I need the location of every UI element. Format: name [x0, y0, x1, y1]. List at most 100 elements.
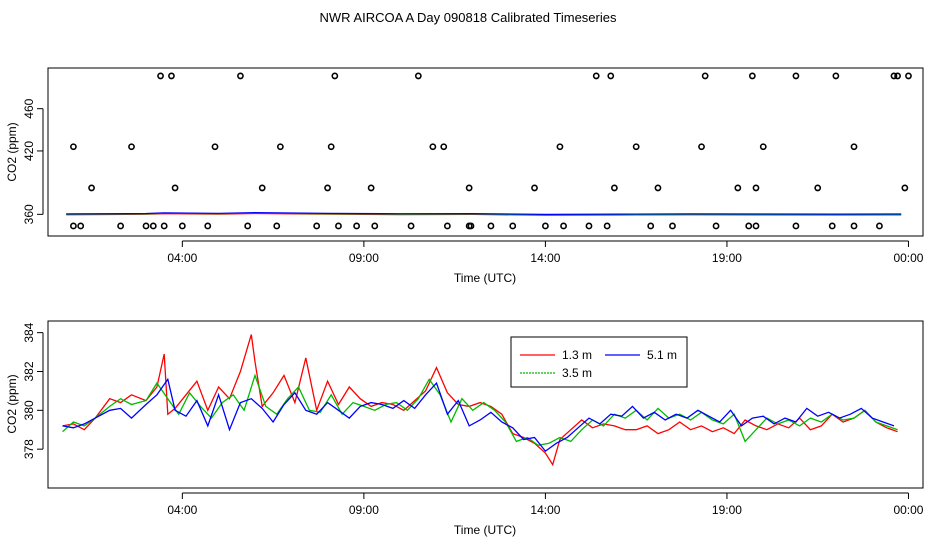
top-x-tick-label: 14:00: [530, 251, 560, 265]
calibration-point: [850, 222, 858, 230]
calibration-point: [654, 184, 662, 192]
bottom-x-tick-label: 00:00: [893, 503, 923, 517]
calibration-point: [88, 184, 95, 192]
top-series-line-51m: [66, 211, 902, 216]
calibration-point: [171, 184, 179, 192]
calibration-point: [244, 222, 252, 230]
calibration-point: [752, 222, 760, 230]
calibration-point: [905, 72, 912, 80]
legend-box: [510, 336, 688, 388]
top-x-tick-label: 04:00: [167, 251, 197, 265]
calibration-point: [142, 222, 150, 230]
legend-label-5-1m: 5.1 m: [647, 348, 677, 362]
top-x-tick-label: 00:00: [893, 251, 923, 265]
calibration-point: [70, 143, 77, 151]
calibration-point: [828, 222, 836, 230]
calibration-point: [77, 222, 85, 230]
calibration-point: [542, 222, 549, 230]
calibration-point: [759, 143, 767, 151]
calibration-point: [237, 72, 244, 80]
calibration-point: [592, 72, 600, 80]
top-panel: 04:00 09:00 14:00 19:00 00:00 360 420 460 Time …: [5, 67, 924, 285]
calibration-point: [157, 72, 164, 80]
bottom-x-tick-label: 19:00: [712, 503, 742, 517]
calibration-point: [128, 143, 135, 151]
calibration-point: [814, 184, 822, 192]
bottom-x-tick-label: 09:00: [349, 503, 379, 517]
calibration-point: [850, 143, 858, 151]
calibration-point: [407, 222, 415, 230]
top-y-tick-label: 460: [22, 98, 36, 118]
bottom-x-axis-label: Time (UTC): [454, 523, 516, 537]
calibration-point: [647, 222, 655, 230]
calibration-point: [117, 222, 125, 230]
calibration-point: [792, 72, 800, 80]
calibration-point: [603, 222, 611, 230]
calibration-point: [258, 184, 266, 192]
calibration-point: [371, 222, 379, 230]
calibration-point: [734, 184, 742, 192]
calibration-point: [701, 72, 709, 80]
calibration-point: [712, 222, 720, 230]
calibration-point: [335, 222, 342, 230]
calibration-point: [467, 222, 475, 230]
calibration-point: [443, 222, 451, 230]
calibration-point: [331, 72, 339, 80]
calibration-point: [901, 184, 909, 192]
calibration-point: [585, 222, 593, 230]
calibration-point: [367, 184, 375, 192]
bottom-plot-frame: [47, 320, 924, 489]
calibration-point: [273, 222, 281, 230]
calibration-point: [632, 143, 640, 151]
calibration-point: [204, 222, 212, 230]
top-plot-frame: [47, 67, 924, 237]
top-x-axis-label: Time (UTC): [454, 271, 516, 285]
calibration-point: [752, 184, 760, 192]
page-title: NWR AIRCOA A Day 090818 Calibrated Times…: [320, 10, 617, 25]
bottom-y-tick-label: 384: [22, 322, 36, 342]
calibration-point: [610, 184, 618, 192]
bottom-x-tick-label: 04:00: [167, 503, 197, 517]
bottom-series-line-35m: [62, 373, 898, 446]
legend-label-3-5m: 3.5 m: [562, 366, 592, 380]
calibration-point: [276, 143, 284, 151]
calibration-point: [832, 72, 840, 80]
bottom-y-tick-label: 378: [22, 439, 36, 459]
calibration-point: [149, 222, 157, 230]
bottom-series-line-13m: [62, 334, 898, 467]
top-plot-marks: 04:00 09:00 14:00 19:00 00:00 360 420 460: [22, 72, 924, 265]
calibration-point: [70, 222, 77, 230]
calibration-point: [531, 184, 538, 192]
calibration-point: [894, 72, 901, 80]
calibration-point: [313, 222, 321, 230]
calibration-point: [669, 222, 676, 230]
chart-legend: 1.3 m 3.5 m 5.1 m: [510, 336, 688, 388]
calibration-point: [414, 72, 422, 80]
top-y-tick-label: 360: [22, 204, 36, 224]
top-x-tick-label: 09:00: [349, 251, 379, 265]
bottom-x-tick-label: 14:00: [530, 503, 560, 517]
bottom-y-tick-label: 382: [22, 361, 36, 381]
calibration-point: [324, 184, 331, 192]
legend-label-1-3m: 1.3 m: [562, 348, 592, 362]
calibration-point: [465, 184, 473, 192]
calibration-point: [353, 222, 361, 230]
calibration-point: [168, 72, 175, 80]
calibration-point: [487, 222, 495, 230]
calibration-point: [560, 222, 567, 230]
calibration-point: [745, 222, 753, 230]
bottom-y-tick-label: 380: [22, 400, 36, 420]
calibration-point: [556, 143, 564, 151]
bottom-plot-marks: 04:00 09:00 14:00 19:00 00:00 378 380 382 384: [22, 322, 924, 517]
calibration-point: [890, 72, 898, 80]
calibration-point: [876, 222, 883, 230]
calibration-point: [429, 143, 437, 151]
calibration-point: [509, 222, 517, 230]
bottom-series-line-51m: [62, 377, 895, 452]
top-y-tick-label: 420: [22, 141, 36, 161]
calibration-point: [792, 222, 800, 230]
calibration-point: [748, 72, 756, 80]
calibration-point: [211, 143, 219, 151]
